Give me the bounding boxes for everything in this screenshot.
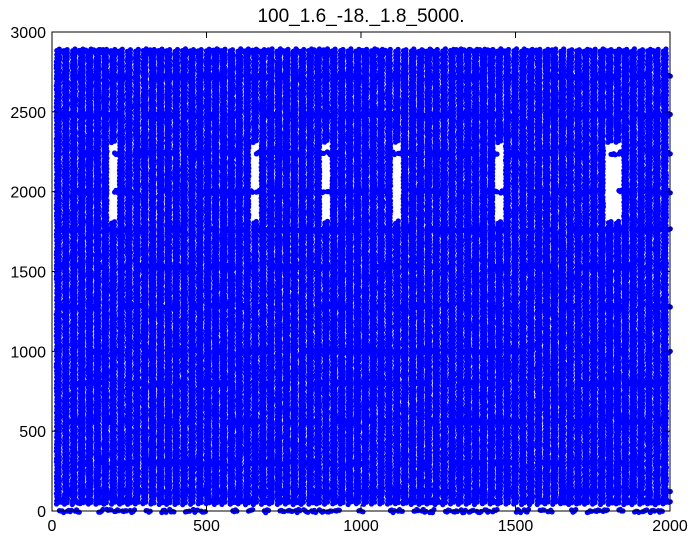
data-point [128,47,133,52]
data-point [112,219,117,224]
data-point [77,510,82,515]
data-point [132,507,137,512]
data-point [65,47,70,52]
data-point [120,47,125,52]
data-point [167,47,172,52]
data-point [171,509,176,514]
data-point [136,47,141,52]
plot-points [54,46,673,515]
data-point [175,47,180,52]
chart-title: 100_1.6_-18._1.8_5000. [257,6,464,27]
